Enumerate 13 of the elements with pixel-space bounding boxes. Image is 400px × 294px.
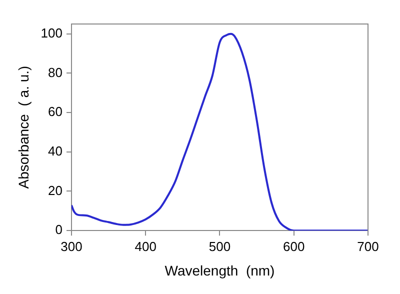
x-tick-label: 400 bbox=[134, 238, 156, 254]
y-tick-label: 0 bbox=[55, 222, 62, 238]
y-tick-label: 80 bbox=[48, 64, 62, 80]
y-tick-label: 40 bbox=[48, 143, 62, 158]
x-tick-label: 300 bbox=[60, 238, 82, 254]
y-tick-label: 20 bbox=[48, 182, 62, 198]
x-tick-label: 500 bbox=[208, 238, 231, 254]
y-tick-label: 100 bbox=[40, 25, 62, 40]
x-tick-label: 600 bbox=[283, 238, 305, 254]
y-axis-title: Absorbance ( a. u.) bbox=[15, 66, 32, 189]
x-tick-label: 700 bbox=[357, 238, 379, 254]
x-axis-title: Wavelength (nm) bbox=[164, 262, 275, 278]
y-tick-label: 60 bbox=[48, 104, 62, 120]
